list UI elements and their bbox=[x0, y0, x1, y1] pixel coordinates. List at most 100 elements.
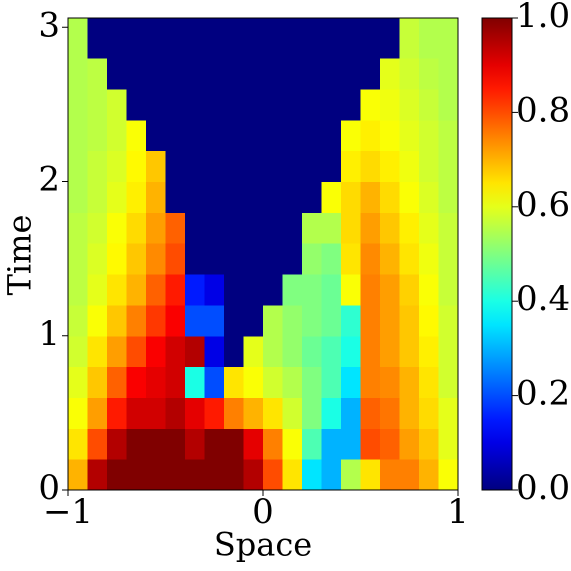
heatmap-cell bbox=[419, 212, 439, 244]
heatmap-cell bbox=[302, 397, 322, 429]
heatmap-cell bbox=[399, 243, 420, 275]
heatmap-cell bbox=[438, 335, 459, 368]
heatmap-cell bbox=[224, 18, 244, 59]
heatmap-cell bbox=[360, 274, 381, 306]
heatmap-cell bbox=[321, 181, 342, 213]
heatmap-cell bbox=[126, 304, 147, 337]
heatmap-cell bbox=[263, 150, 283, 183]
heatmap-cell bbox=[68, 18, 88, 59]
heatmap-cell bbox=[399, 150, 420, 183]
heatmap-cell bbox=[146, 243, 166, 275]
heatmap-cell bbox=[165, 212, 186, 244]
heatmap-cell bbox=[419, 181, 439, 213]
heatmap-cell bbox=[341, 181, 361, 213]
heatmap-cell bbox=[87, 335, 108, 368]
heatmap-cell bbox=[263, 119, 283, 152]
heatmap-cell bbox=[360, 88, 381, 121]
heatmap-cell bbox=[341, 212, 361, 244]
heatmap-cell bbox=[419, 428, 439, 460]
heatmap-cell bbox=[341, 88, 361, 121]
heatmap-cell bbox=[399, 397, 420, 429]
heatmap-cell bbox=[107, 88, 127, 121]
heatmap-cell bbox=[165, 119, 186, 152]
heatmap-cell bbox=[321, 18, 342, 59]
heatmap-cell bbox=[243, 150, 264, 183]
heatmap-cell bbox=[341, 304, 361, 337]
heatmap-cell bbox=[321, 119, 342, 152]
heatmap-cell bbox=[341, 243, 361, 275]
heatmap-cell bbox=[321, 428, 342, 460]
heatmap-cell bbox=[263, 428, 283, 460]
heatmap-cell bbox=[360, 181, 381, 213]
heatmap-cell bbox=[185, 428, 205, 460]
heatmap-cell bbox=[380, 119, 400, 152]
heatmap-cell bbox=[185, 88, 205, 121]
heatmap-cell bbox=[341, 428, 361, 460]
heatmap-cell bbox=[224, 366, 244, 398]
heatmap-cell bbox=[321, 150, 342, 183]
heatmap-cell bbox=[302, 212, 322, 244]
heatmap-cell bbox=[282, 58, 303, 90]
heatmap-cell bbox=[165, 181, 186, 213]
heatmap-cell bbox=[204, 18, 225, 59]
heatmap-cell bbox=[360, 212, 381, 244]
heatmap-cell bbox=[302, 366, 322, 398]
heatmap-cell bbox=[263, 18, 283, 59]
heatmap-cell bbox=[360, 459, 381, 491]
heatmap-cell bbox=[380, 58, 400, 90]
heatmap-cell bbox=[302, 274, 322, 306]
heatmap-cell bbox=[68, 459, 88, 491]
heatmap-cell bbox=[399, 119, 420, 152]
heatmap-cell bbox=[302, 58, 322, 90]
heatmap-cell bbox=[185, 243, 205, 275]
heatmap-cell bbox=[87, 397, 108, 429]
heatmap-cell bbox=[399, 18, 420, 59]
heatmap-cell bbox=[263, 274, 283, 306]
heatmap-cell bbox=[302, 335, 322, 368]
heatmap-cell bbox=[204, 181, 225, 213]
heatmap-cell bbox=[341, 366, 361, 398]
heatmap-cell bbox=[87, 459, 108, 491]
heatmap-cell bbox=[419, 119, 439, 152]
heatmap-cell bbox=[165, 459, 186, 491]
heatmap-cell bbox=[68, 274, 88, 306]
heatmap-cell bbox=[282, 150, 303, 183]
heatmap-cell bbox=[107, 397, 127, 429]
x-tick-label: 0 bbox=[252, 492, 274, 532]
y-tick-label: 2 bbox=[38, 160, 60, 200]
heatmap-cell bbox=[282, 366, 303, 398]
heatmap-cell bbox=[243, 304, 264, 337]
heatmap-cell bbox=[204, 119, 225, 152]
heatmap-cell bbox=[302, 459, 322, 491]
heatmap-cell bbox=[107, 366, 127, 398]
heatmap-cell bbox=[380, 459, 400, 491]
heatmap-cell bbox=[282, 119, 303, 152]
heatmap-cell bbox=[243, 18, 264, 59]
heatmap-cell bbox=[419, 18, 439, 59]
heatmap-cell bbox=[438, 459, 459, 491]
heatmap-cell bbox=[87, 119, 108, 152]
heatmap-cell bbox=[185, 335, 205, 368]
heatmap-cell bbox=[126, 335, 147, 368]
heatmap-cell bbox=[341, 150, 361, 183]
heatmap-cell bbox=[360, 119, 381, 152]
heatmap-cell bbox=[107, 274, 127, 306]
heatmap-cell bbox=[302, 304, 322, 337]
heatmap-cell bbox=[321, 304, 342, 337]
heatmap-cell bbox=[399, 304, 420, 337]
colorbar-tick-label: 0.4 bbox=[516, 279, 570, 319]
heatmap-cell bbox=[224, 274, 244, 306]
heatmap-cell bbox=[282, 428, 303, 460]
colorbar-tick-label: 0.8 bbox=[516, 90, 570, 130]
heatmap-cell bbox=[380, 18, 400, 59]
heatmap-cell bbox=[146, 119, 166, 152]
heatmap-cell bbox=[399, 335, 420, 368]
heatmap-cell bbox=[204, 58, 225, 90]
y-tick-label: 3 bbox=[38, 5, 60, 45]
heatmap-cell bbox=[107, 304, 127, 337]
heatmap-cell bbox=[302, 150, 322, 183]
heatmap-cell bbox=[380, 304, 400, 337]
heatmap-cell bbox=[87, 366, 108, 398]
heatmap-cell bbox=[107, 243, 127, 275]
heatmap-cell bbox=[204, 212, 225, 244]
